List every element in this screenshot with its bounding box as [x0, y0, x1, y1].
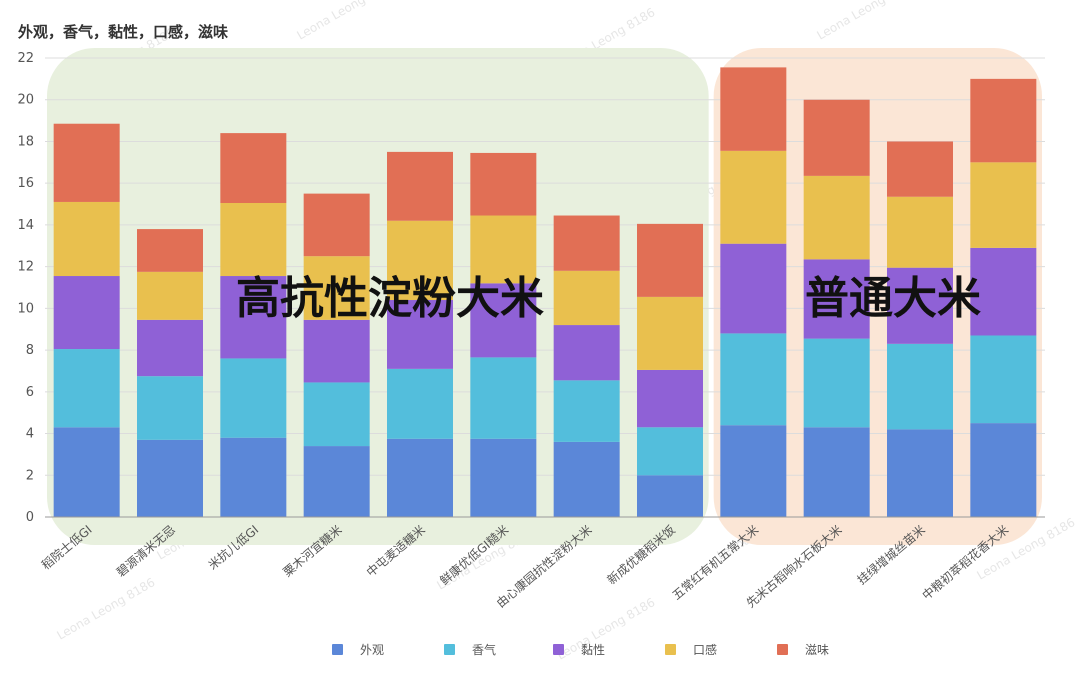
bar-segment-3-1 — [220, 437, 287, 517]
bar-segment-2-3 — [137, 319, 203, 377]
bar-segment-3-4 — [220, 203, 287, 277]
watermark-text: Leona Leong 8186 — [295, 0, 398, 43]
bar-segment-6-4 — [470, 215, 537, 284]
bar-segment-12-1 — [970, 423, 1037, 517]
group-background-1 — [47, 48, 709, 545]
y-tick-label: 18 — [17, 134, 34, 149]
bar-segment-6-5 — [470, 152, 537, 216]
bar-segment-1-1 — [53, 427, 120, 517]
y-tick-label: 14 — [17, 218, 34, 233]
bar-segment-4-3 — [303, 319, 370, 383]
legend-swatch — [332, 644, 343, 655]
y-tick-label: 6 — [26, 385, 34, 400]
watermark-text: Leona Leong 8186 — [55, 575, 158, 642]
legend-label: 滋味 — [805, 643, 829, 657]
bar-segment-7-4 — [553, 270, 620, 326]
y-tick-label: 2 — [26, 468, 34, 483]
bar-segment-7-5 — [553, 215, 620, 271]
bar-segment-3-5 — [220, 133, 287, 204]
bar-segment-4-4 — [303, 256, 370, 320]
legend-label: 香气 — [472, 642, 496, 657]
y-tick-label: 16 — [17, 176, 34, 191]
bar-segment-8-5 — [637, 223, 703, 297]
bar-segment-9-3 — [720, 243, 787, 334]
bar-segment-5-2 — [387, 368, 453, 439]
bar-segment-1-3 — [53, 276, 120, 350]
bar-segment-3-2 — [220, 358, 287, 438]
bar-segment-4-2 — [303, 382, 370, 447]
bar-segment-9-5 — [720, 67, 787, 151]
bar-segment-10-5 — [803, 99, 870, 176]
bars — [53, 67, 1037, 517]
bar-segment-5-1 — [387, 438, 453, 517]
bar-segment-5-4 — [387, 220, 453, 301]
bar-segment-2-2 — [137, 376, 203, 440]
bar-segment-11-1 — [887, 429, 953, 517]
gridlines — [45, 57, 1045, 476]
bar-segment-4-1 — [303, 446, 370, 517]
bar-segment-2-1 — [137, 439, 203, 517]
bar-segment-1-5 — [53, 123, 120, 202]
bar-segment-12-4 — [970, 162, 1037, 248]
bar-segment-10-1 — [803, 427, 870, 517]
y-tick-label: 12 — [17, 260, 34, 275]
bar-segment-5-3 — [387, 300, 453, 369]
legend-swatch — [665, 644, 676, 655]
watermark-text: Leona Leong 8186 — [555, 595, 658, 662]
legend-swatch — [777, 644, 788, 655]
bar-segment-2-5 — [137, 229, 203, 272]
bar-segment-11-2 — [887, 343, 953, 430]
watermark-text: Leona Leong 8186 — [815, 0, 918, 43]
bar-segment-5-5 — [387, 151, 453, 221]
y-tick-label: 4 — [26, 427, 34, 442]
bar-segment-6-3 — [470, 283, 537, 358]
bar-segment-8-3 — [637, 369, 703, 428]
bar-segment-1-4 — [53, 201, 120, 277]
group-background-2 — [713, 48, 1042, 545]
legend-label: 口感 — [693, 642, 717, 657]
bar-segment-12-2 — [970, 335, 1037, 424]
bar-segment-10-3 — [803, 259, 870, 339]
group-label-1: 高抗性淀粉大米 — [236, 273, 544, 324]
bar-segment-9-2 — [720, 333, 787, 426]
bar-segment-7-1 — [553, 441, 620, 517]
y-tick-label: 22 — [17, 51, 34, 66]
bar-segment-10-4 — [803, 175, 870, 260]
bar-segment-12-3 — [970, 247, 1037, 336]
bar-segment-9-1 — [720, 425, 787, 517]
y-tick-label: 8 — [26, 343, 34, 358]
bar-segment-4-5 — [303, 193, 370, 257]
bar-segment-3-3 — [220, 276, 287, 359]
group-backgrounds — [47, 48, 1042, 545]
bar-segment-2-4 — [137, 271, 203, 320]
legend-label: 黏性 — [581, 643, 605, 657]
bar-segment-11-3 — [887, 267, 953, 344]
bar-segment-8-4 — [637, 296, 703, 370]
bar-segment-8-1 — [637, 475, 703, 517]
bar-segment-6-1 — [470, 438, 537, 517]
y-tick-label: 0 — [26, 510, 34, 525]
bar-segment-1-2 — [53, 349, 120, 428]
group-labels: 高抗性淀粉大米 普通大米 — [236, 273, 981, 324]
y-tick-label: 10 — [17, 301, 34, 316]
legend: 外观 香气 黏性 口感 滋味 — [332, 642, 829, 657]
chart-title: 外观，香气，黏性，口感，滋味 — [17, 23, 228, 41]
bar-segment-7-3 — [553, 325, 620, 381]
legend-swatch — [553, 644, 564, 655]
legend-swatch — [444, 644, 455, 655]
bar-segment-7-2 — [553, 380, 620, 442]
bar-segment-6-2 — [470, 357, 537, 439]
bar-segment-12-5 — [970, 78, 1037, 163]
bar-segment-9-4 — [720, 150, 787, 244]
bar-segment-11-4 — [887, 196, 953, 268]
legend-label: 外观 — [360, 643, 384, 657]
bar-segment-11-5 — [887, 141, 953, 197]
group-label-2: 普通大米 — [805, 273, 981, 324]
bar-segment-10-2 — [803, 338, 870, 428]
bar-segment-8-2 — [637, 427, 703, 476]
y-tick-label: 20 — [17, 93, 34, 108]
